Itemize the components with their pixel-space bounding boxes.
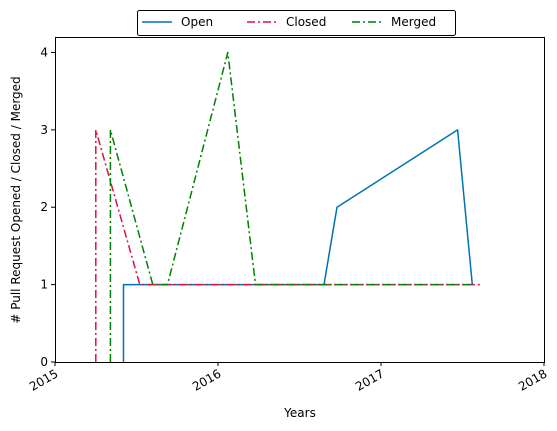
x-tick-label: 2018 xyxy=(516,366,549,393)
series-line-merged xyxy=(109,51,473,362)
x-axis-label: Years xyxy=(283,406,316,420)
y-tick-label: 0 xyxy=(40,355,48,369)
series-layer xyxy=(95,51,483,362)
legend-label-open: Open xyxy=(181,15,213,29)
legend: Open Closed Merged xyxy=(137,10,456,36)
legend-label-closed: Closed xyxy=(286,15,326,29)
plot-frame xyxy=(55,37,545,363)
x-tick-label: 2015 xyxy=(27,366,60,393)
series-line-closed xyxy=(95,129,483,362)
y-axis-label: # Pull Request Opened / Closed / Merged xyxy=(9,76,23,323)
legend-label-merged: Merged xyxy=(391,15,436,29)
series-line-open xyxy=(122,129,474,362)
y-tick-label: 3 xyxy=(40,123,48,137)
x-tick-label: 2016 xyxy=(190,366,223,393)
x-axis: 2015 2016 2017 2018 xyxy=(27,362,550,394)
x-tick-label: 2017 xyxy=(353,366,386,393)
y-tick-label: 1 xyxy=(40,278,48,292)
y-tick-label: 4 xyxy=(40,45,48,59)
legend-box xyxy=(137,10,456,36)
y-axis: 0 1 2 3 4 xyxy=(40,45,55,369)
y-tick-label: 2 xyxy=(40,200,48,214)
